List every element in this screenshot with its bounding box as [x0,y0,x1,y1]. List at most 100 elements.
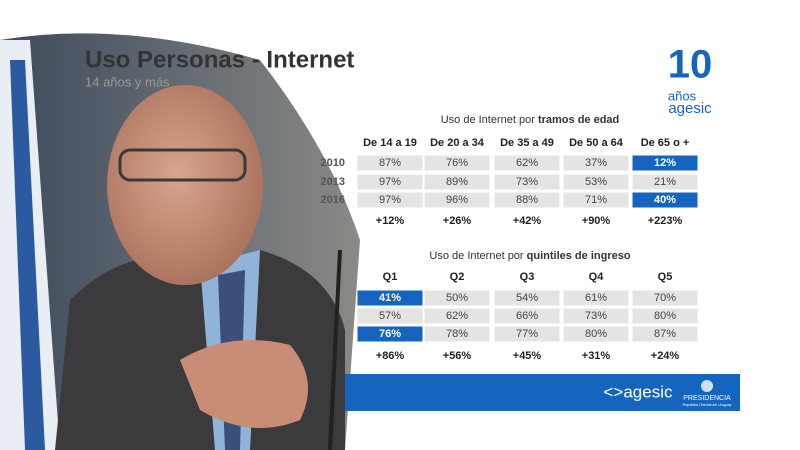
footer-presidencia-sub: República Oriental del Uruguay [683,403,732,407]
change-value: +31% [582,350,611,362]
cell-value: 54% [516,292,538,304]
cell-value: 62% [446,310,468,322]
cell-value: 61% [585,292,607,304]
column-header: De 65 o + [641,137,690,149]
change-value: +12% [376,215,405,227]
cell [493,154,561,172]
caption-bold: tramos de edad [538,114,619,126]
cell-value: 71% [585,194,607,206]
column-header: Q2 [450,271,465,283]
column-header: De 14 a 19 [363,137,417,149]
footer-bar [345,374,740,411]
column-header: Q1 [383,271,398,283]
caption-text: Uso de Internet por [429,250,526,262]
column-header: De 20 a 34 [430,137,485,149]
tables: Uso de Internet por tramos de edad De 14 … [321,114,699,362]
title: Uso Personas - Internet [85,46,354,73]
change-value: +26% [443,215,472,227]
logo-line2: agesic [668,100,712,117]
cell [562,307,630,325]
cell [356,289,424,307]
cell [423,325,491,343]
change-value: +24% [651,350,680,362]
cell [493,173,561,191]
cell-value: 21% [654,176,676,188]
cell-value: 40% [654,194,676,206]
flag-stripe [10,60,45,450]
cell-value: 97% [379,176,401,188]
column-header: Q3 [520,271,535,283]
column-header: Q5 [658,271,673,283]
change-value: +56% [443,350,472,362]
speaker-photo [0,33,360,450]
change-value: +42% [513,215,542,227]
caption-text: Uso de Internet por [441,114,538,126]
cell-value: 96% [446,194,468,206]
cell-value: 41% [379,292,401,304]
logo: 10 años agesic [668,43,713,117]
cell [423,173,491,191]
cell-value: 37% [585,157,607,169]
cell-value: 77% [516,328,538,340]
cell-value: 80% [585,328,607,340]
cell [493,191,561,209]
microphone [328,249,342,450]
change-value: +223% [648,215,683,227]
cell [493,325,561,343]
cell-value: 73% [516,176,538,188]
column-header: Q4 [589,271,605,283]
cell-value: 88% [516,194,538,206]
cell-value: 97% [379,194,401,206]
cell [356,154,424,172]
caption-bold: quintiles de ingreso [527,250,631,262]
cell-value: 12% [654,157,676,169]
cell-value: 50% [446,292,468,304]
cell-value: 87% [654,328,676,340]
cell-value: 87% [379,157,401,169]
change-value: +86% [376,350,405,362]
cell [356,191,424,209]
cell-value: 80% [654,310,676,322]
subtitle: 14 años y más [85,74,170,89]
footer-sun [701,380,713,392]
cell [562,173,630,191]
logo-number: 10 [668,43,713,87]
footer-presidencia: PRESIDENCIA [683,395,731,402]
cell-value: 53% [585,176,607,188]
cell [562,154,630,172]
table-caption: Uso de Internet por quintiles de ingreso [429,250,630,262]
cell-value: 76% [379,328,401,340]
cell [356,173,424,191]
cell [356,325,424,343]
change-value: +45% [513,350,542,362]
cell [423,191,491,209]
cell [562,325,630,343]
column-header: De 35 a 49 [500,137,554,149]
footer-brand: <>agesic [604,382,673,401]
cell [423,154,491,172]
cell-value: 62% [516,157,538,169]
cell-value: 70% [654,292,676,304]
cell-value: 89% [446,176,468,188]
cell [493,289,561,307]
cell [631,173,699,191]
cell [631,289,699,307]
cell [493,307,561,325]
face [107,85,263,285]
cell-value: 57% [379,310,401,322]
cell [356,307,424,325]
column-header: De 50 a 64 [569,137,624,149]
cell [562,191,630,209]
cell [631,307,699,325]
logo-line1: años [668,88,697,103]
row-label: 2016 [321,194,345,206]
glasses [118,148,247,182]
cell [631,325,699,343]
cell [631,191,699,209]
hand [180,340,308,428]
cell [631,154,699,172]
change-value: +90% [582,215,611,227]
cell-value: 76% [446,157,468,169]
cell [423,289,491,307]
